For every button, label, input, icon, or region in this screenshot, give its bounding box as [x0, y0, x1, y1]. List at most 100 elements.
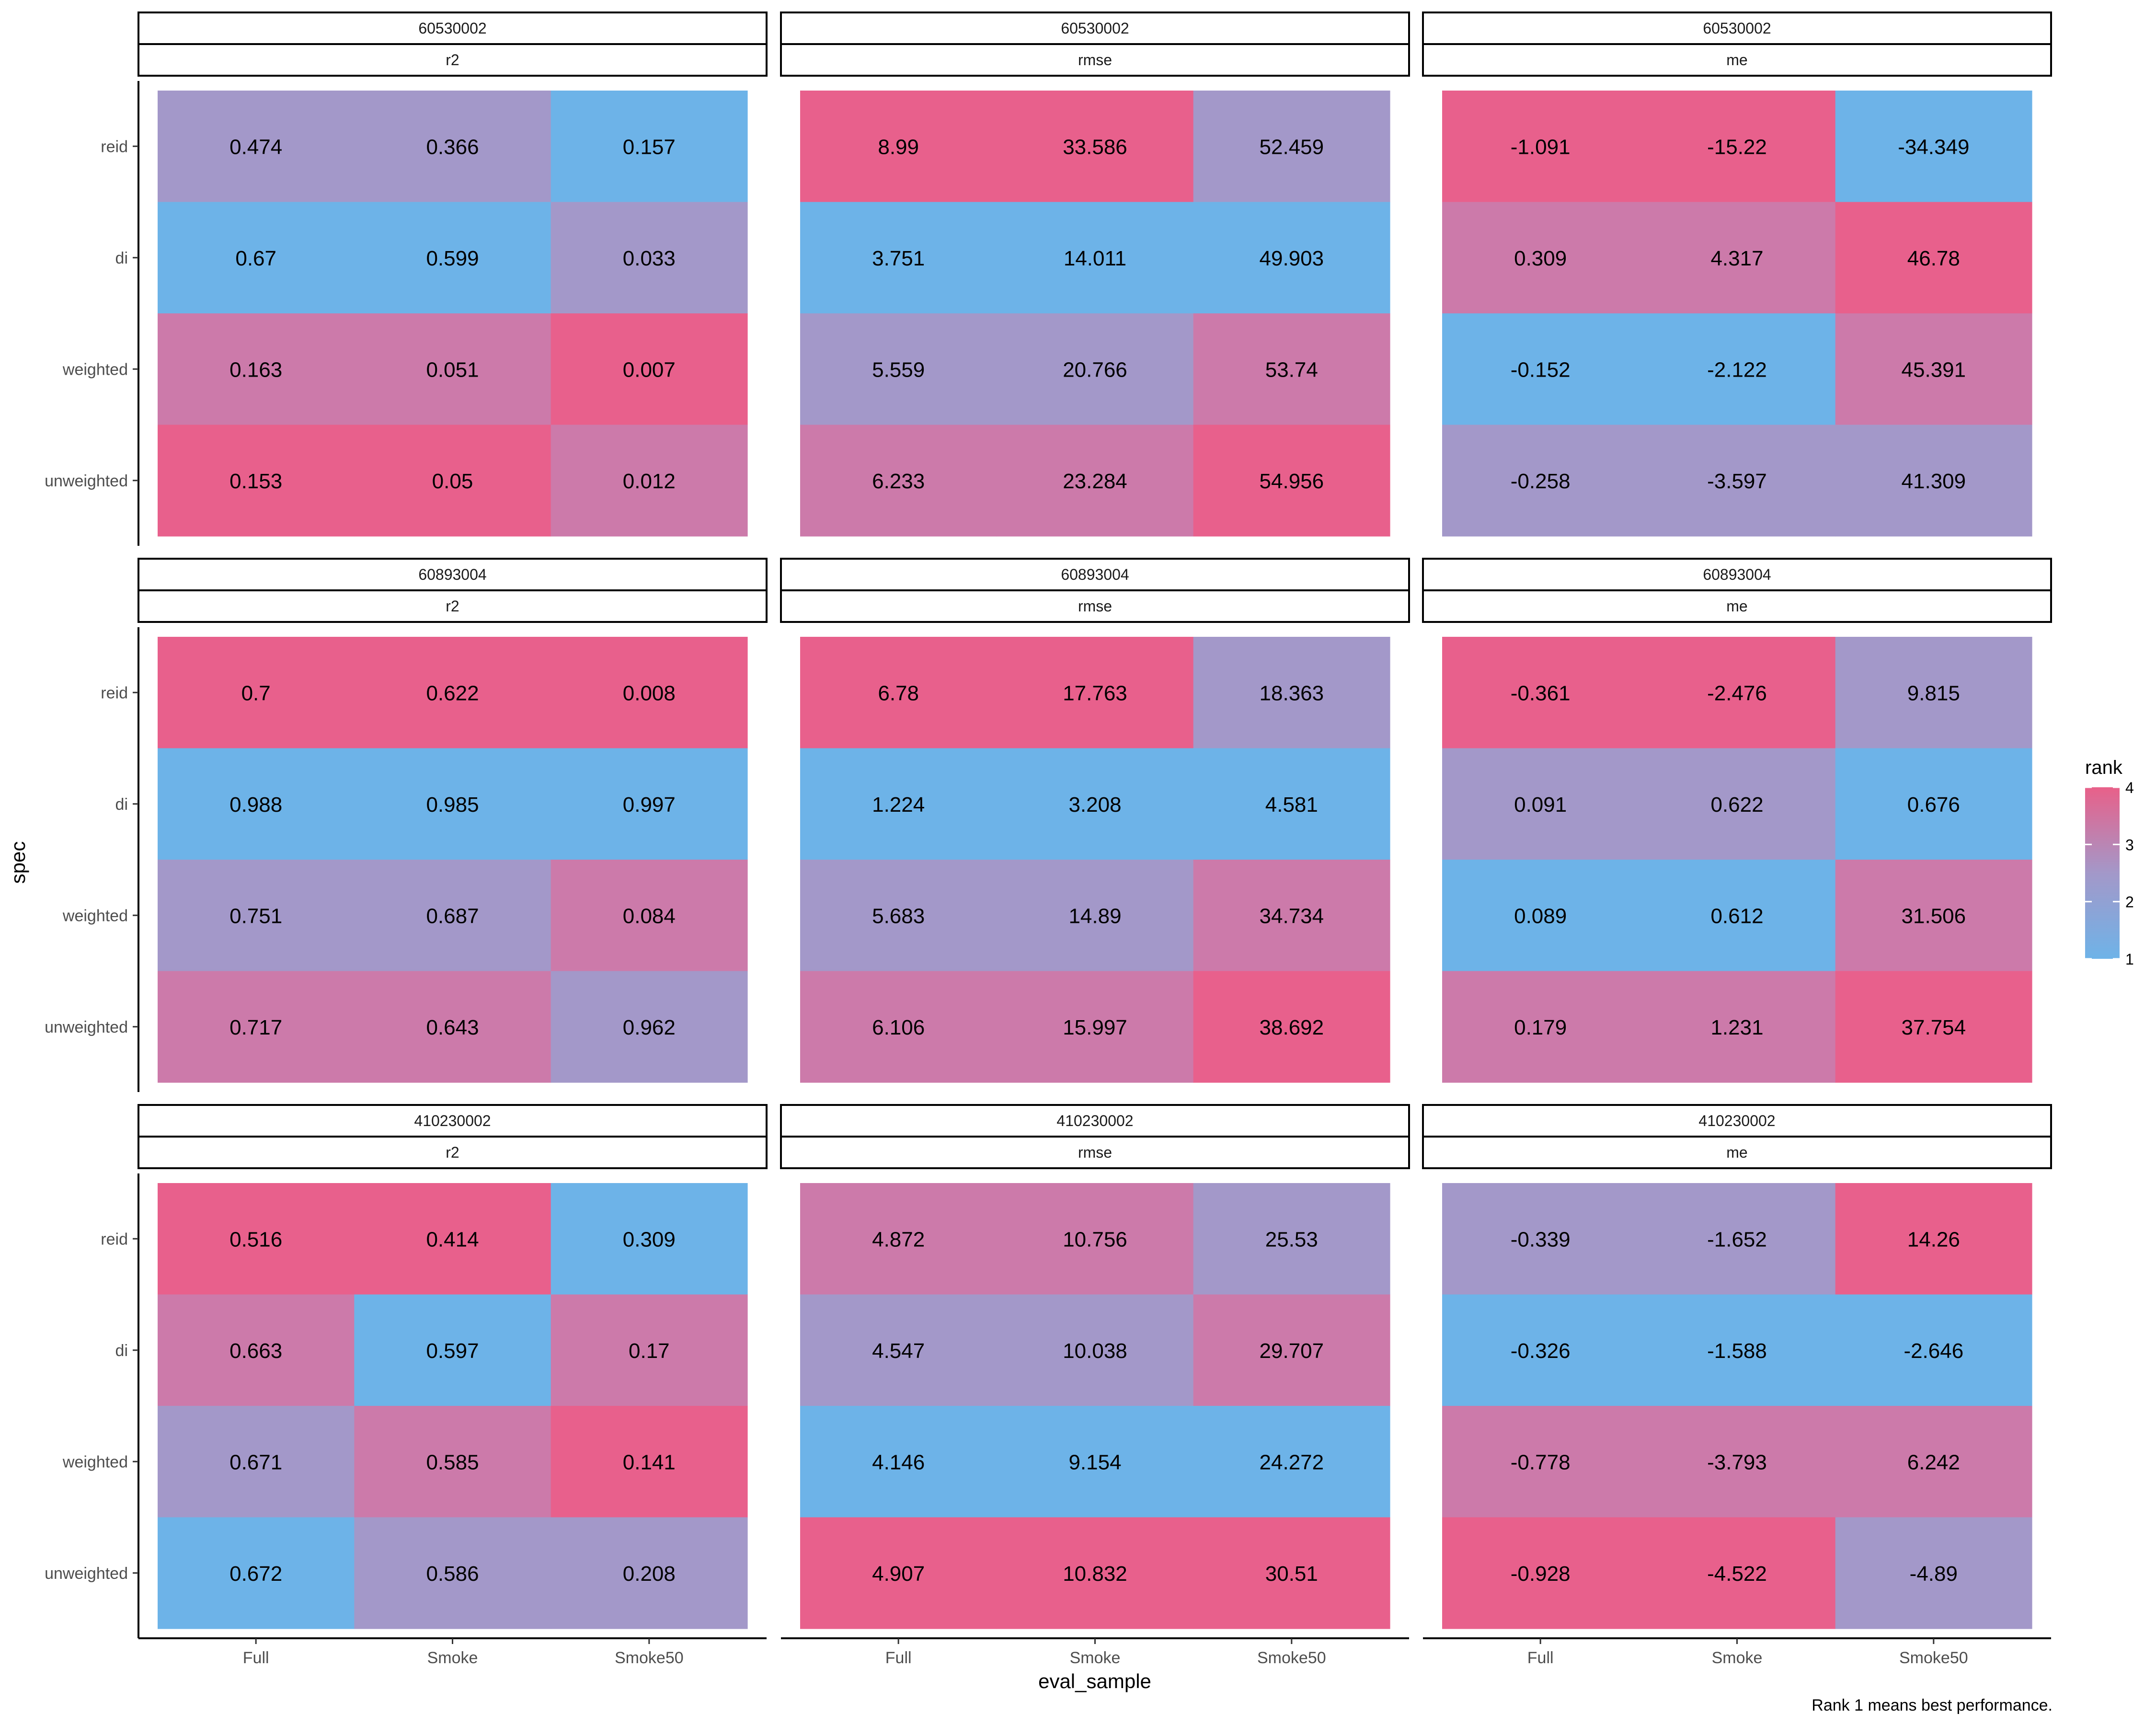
cell-value-label: 15.997: [1063, 1016, 1127, 1039]
cell-value-label: 0.141: [623, 1450, 676, 1474]
heatmap-cell: [1193, 1517, 1390, 1629]
heatmap-cell: [1442, 91, 1639, 203]
cell-value-label: 5.683: [872, 904, 925, 928]
cell-value-label: -3.793: [1707, 1450, 1767, 1474]
heatmap-cell: [997, 1517, 1194, 1629]
cell-value-label: 4.872: [872, 1228, 925, 1251]
heatmap-cell: [158, 1294, 355, 1406]
cell-value-label: 0.622: [1710, 793, 1763, 816]
cell-value-label: 0.672: [229, 1562, 282, 1586]
heatmap-cell: [158, 860, 355, 972]
heatmap-cell: [550, 748, 748, 860]
facet-strip-metric: [780, 1136, 1410, 1169]
cell-value-label: 0.309: [623, 1228, 676, 1251]
cell-value-label: 0.643: [426, 1016, 479, 1039]
facet-strip-site: [138, 558, 768, 591]
heatmap-cell: [158, 1406, 355, 1518]
heatmap-cell: [1639, 1406, 1836, 1518]
heatmap-cell: [550, 637, 748, 749]
rank-legend: rank 1 2 3 4: [2085, 757, 2134, 968]
y-tick-label: unweighted: [45, 1564, 128, 1583]
facet-site-label: 60530002: [1061, 20, 1129, 37]
heatmap-cell: [997, 202, 1194, 314]
facet-strip-metric: [780, 43, 1410, 77]
heatmap-cell: [1442, 637, 1639, 749]
cell-value-label: 31.506: [1902, 904, 1966, 928]
y-tick-label: weighted: [62, 907, 128, 925]
cell-value-label: -4.89: [1910, 1562, 1958, 1586]
heatmap-cell: [997, 971, 1194, 1083]
facet-site-label: 60530002: [418, 20, 486, 37]
heatmap-cell: [354, 971, 551, 1083]
legend-title: rank: [2085, 757, 2123, 778]
heatmap-cell: [158, 313, 355, 426]
heatmap-cell: [550, 425, 748, 537]
cell-value-label: 0.091: [1514, 793, 1567, 816]
cell-value-label: 0.586: [426, 1562, 479, 1586]
facet-metric-label: rmse: [1078, 51, 1112, 69]
cell-value-label: 6.78: [878, 681, 919, 705]
heatmap-cell: [1639, 313, 1836, 426]
cell-value-label: 41.309: [1902, 470, 1966, 493]
facet-strip-metric: [1422, 589, 2052, 623]
cell-value-label: -34.349: [1898, 135, 1969, 159]
heatmap-cell: [1639, 91, 1836, 203]
cell-value-label: 10.038: [1063, 1339, 1127, 1363]
cell-value-label: 45.391: [1902, 358, 1966, 381]
cell-value-label: 1.231: [1710, 1016, 1763, 1039]
heatmap-cell: [1835, 1294, 2032, 1406]
facet-panel: 60530002 me -1.091 -15.22 -34.349 0.309 4.317 4…: [1422, 12, 2052, 537]
cell-value-label: 5.559: [872, 358, 925, 381]
heatmap-cell: [1639, 425, 1836, 537]
heatmap-cell: [1442, 971, 1639, 1083]
x-tick-label: Smoke50: [615, 1649, 684, 1667]
cell-value-label: 4.581: [1265, 793, 1318, 816]
facet-panel: 60893004 r2 0.7 0.622 0.008 0.988 0.985 0.997 0.…: [45, 558, 768, 1092]
cell-value-label: 0.012: [623, 470, 676, 493]
heatmap-cell: [997, 1183, 1194, 1295]
heatmap-cell: [550, 91, 748, 203]
facet-strip-metric: [1422, 1136, 2052, 1169]
heatmap-cell: [354, 748, 551, 860]
cell-value-label: 14.89: [1068, 904, 1121, 928]
heatmap-cell: [800, 637, 997, 749]
heatmap-cell: [800, 202, 997, 314]
heatmap-cell: [354, 1517, 551, 1629]
cell-value-label: 53.74: [1265, 358, 1318, 381]
y-tick-label: reid: [101, 1230, 128, 1248]
facet-strip-metric: [1422, 43, 2052, 77]
facet-panel: 60530002 r2 0.474 0.366 0.157 0.67 0.599 0.033 0…: [45, 12, 768, 546]
cell-value-label: -2.476: [1707, 681, 1767, 705]
facet-strip-metric: [138, 43, 768, 77]
x-axis-title: eval_sample: [1038, 1670, 1151, 1692]
cell-value-label: 0.676: [1907, 793, 1960, 816]
cell-value-label: 25.53: [1265, 1228, 1318, 1251]
cell-value-label: 0.414: [426, 1228, 479, 1251]
cell-value-label: 4.907: [872, 1562, 925, 1586]
cell-value-label: 54.956: [1260, 470, 1324, 493]
cell-value-label: 52.459: [1260, 135, 1324, 159]
cell-value-label: 0.089: [1514, 904, 1567, 928]
legend-tick-label: 1: [2125, 951, 2134, 968]
cell-value-label: -0.778: [1511, 1450, 1571, 1474]
heatmap-cell: [158, 748, 355, 860]
facet-metric-label: me: [1726, 598, 1747, 615]
cell-value-label: 23.284: [1063, 470, 1127, 493]
legend-tick-label: 3: [2125, 836, 2134, 853]
cell-value-label: 4.547: [872, 1339, 925, 1363]
heatmap-cell: [1442, 1406, 1639, 1518]
heatmap-cell: [997, 425, 1194, 537]
cell-value-label: -0.258: [1511, 470, 1571, 493]
cell-value-label: 10.832: [1063, 1562, 1127, 1586]
heatmap-cell: [550, 971, 748, 1083]
cell-value-label: 0.985: [426, 793, 479, 816]
y-tick-label: reid: [101, 684, 128, 702]
heatmap-cell: [1193, 748, 1390, 860]
facet-strip-metric: [780, 589, 1410, 623]
cell-value-label: 0.585: [426, 1450, 479, 1474]
heatmap-cell: [550, 1294, 748, 1406]
cell-value-label: 0.751: [229, 904, 282, 928]
cell-value-label: -15.22: [1707, 135, 1767, 159]
facet-site-label: 60893004: [1703, 566, 1771, 583]
heatmap-cell: [1193, 1406, 1390, 1518]
